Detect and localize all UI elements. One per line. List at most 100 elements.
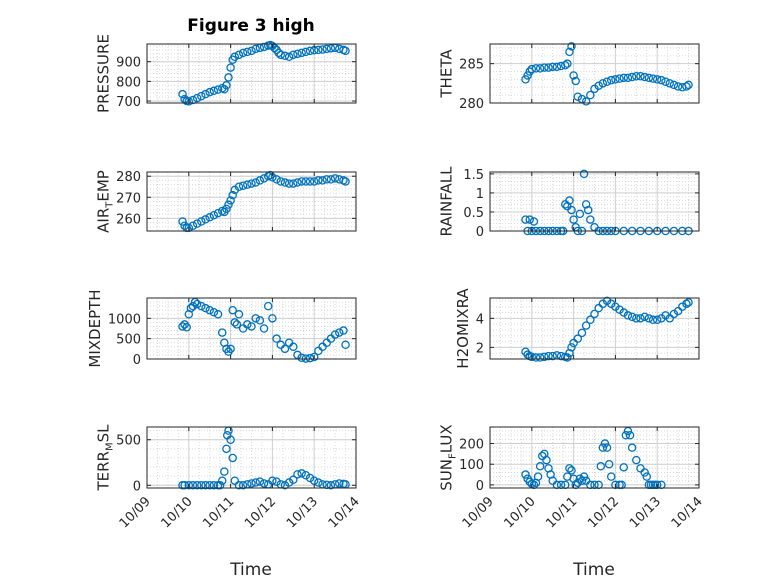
data-point xyxy=(180,481,189,490)
y-tick-label: 0 xyxy=(476,225,484,240)
data-point xyxy=(284,52,294,62)
data-point xyxy=(259,479,269,488)
data-point xyxy=(188,301,198,311)
data-point xyxy=(188,95,198,105)
data-point xyxy=(563,59,572,68)
data-point xyxy=(272,334,281,343)
data-point xyxy=(226,344,235,354)
data-point xyxy=(521,470,530,479)
axes-box xyxy=(146,426,357,489)
data-point xyxy=(598,443,608,452)
data-point xyxy=(289,50,298,60)
data-point xyxy=(217,328,227,337)
data-point xyxy=(565,348,574,358)
data-point xyxy=(205,87,214,97)
subplot-theta: 280 285 THETA xyxy=(437,42,700,112)
data-point xyxy=(577,328,587,338)
data-point xyxy=(648,74,658,83)
x-tick-label: 10/09 xyxy=(117,494,154,531)
data-point xyxy=(268,314,277,323)
data-point xyxy=(586,315,595,325)
data-point xyxy=(575,209,585,219)
data-point xyxy=(293,178,302,187)
data-point xyxy=(197,481,206,490)
y-tick-label: 2 xyxy=(476,341,484,356)
subplot-sun-flux: 0 100 200 10/09 10/10 10/11 10/12 10/13 10/14 SUN… xyxy=(437,424,705,531)
data-point xyxy=(234,481,244,490)
data-point xyxy=(209,210,219,220)
data-point xyxy=(251,314,260,323)
data-point xyxy=(192,219,202,228)
y-tick-label: 800 xyxy=(116,75,141,90)
data-point xyxy=(289,179,298,188)
data-point xyxy=(178,217,187,226)
data-point xyxy=(201,303,210,313)
data-point xyxy=(673,82,683,91)
data-point xyxy=(188,481,198,490)
data-point xyxy=(657,75,666,85)
x-tick-label: 10/13 xyxy=(284,494,321,531)
subplot-pressure: 700 800 900 PRESSURE xyxy=(94,34,357,113)
data-point xyxy=(305,473,315,483)
data-point xyxy=(293,49,302,59)
data-point xyxy=(213,310,223,319)
data-point xyxy=(228,453,237,463)
data-point xyxy=(648,315,658,325)
data-point xyxy=(567,466,576,475)
data-point xyxy=(540,352,549,362)
data-point xyxy=(579,169,589,179)
data-point xyxy=(535,462,545,471)
data-point xyxy=(682,299,691,309)
data-point xyxy=(600,439,610,448)
data-point xyxy=(531,64,541,73)
data-point xyxy=(280,481,290,490)
data-point xyxy=(527,64,537,74)
data-point xyxy=(581,200,591,209)
data-point xyxy=(255,477,265,486)
data-point xyxy=(247,322,256,331)
data-point xyxy=(230,318,240,327)
x-tick-label: 10/13 xyxy=(627,494,664,531)
subplot-h2omixra: 2 4 H2OMIXRA xyxy=(454,288,700,369)
subplot-mixdepth: 0 500 1000 MIXDEPTH xyxy=(86,289,357,368)
data-point xyxy=(661,77,670,87)
y-axis-label: AIRTEMP xyxy=(94,170,115,233)
data-point xyxy=(556,351,566,361)
data-point xyxy=(197,217,206,226)
data-point xyxy=(201,481,210,490)
data-point xyxy=(627,443,637,452)
data-point xyxy=(251,44,260,54)
data-point xyxy=(529,217,539,226)
y-tick-label: 270 xyxy=(116,191,141,206)
axes-box xyxy=(146,43,357,104)
x-tick-label: 10/09 xyxy=(460,494,497,531)
y-tick-label: 280 xyxy=(459,97,484,112)
data-point xyxy=(192,481,202,490)
data-point xyxy=(341,46,350,56)
data-point xyxy=(314,45,323,55)
data-point xyxy=(234,50,244,60)
data-point xyxy=(621,431,631,440)
data-point xyxy=(213,208,223,218)
data-point xyxy=(222,81,231,90)
data-point xyxy=(611,75,620,84)
data-point xyxy=(590,309,599,319)
y-tick-label: 0 xyxy=(133,353,141,368)
data-point xyxy=(243,47,252,57)
data-point xyxy=(521,215,530,224)
data-point xyxy=(205,305,214,315)
data-point xyxy=(640,312,649,322)
data-point xyxy=(565,47,574,57)
data-point xyxy=(247,479,256,488)
data-point xyxy=(341,177,350,186)
x-tick-label: 10/10 xyxy=(159,494,196,531)
y-axis-label: MIXDEPTH xyxy=(86,289,104,367)
data-point xyxy=(594,303,603,313)
data-point xyxy=(243,180,252,189)
data-point xyxy=(238,181,248,190)
data-point xyxy=(276,50,286,60)
data-point xyxy=(272,175,281,184)
data-point xyxy=(255,316,265,325)
data-point xyxy=(309,177,319,186)
data-point xyxy=(632,455,641,465)
